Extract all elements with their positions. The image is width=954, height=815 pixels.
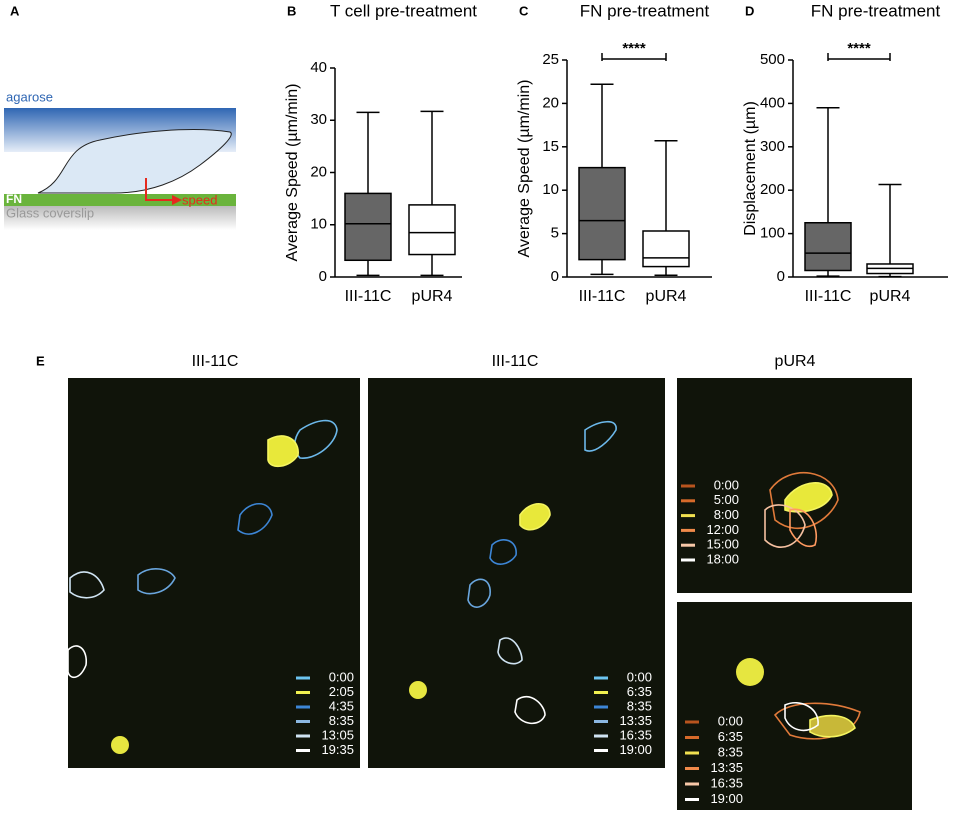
box	[804, 222, 852, 272]
y-tick-label: 10	[310, 216, 327, 233]
panel-label: A	[10, 3, 20, 18]
cell	[37, 129, 232, 194]
legend-label: 0:00	[627, 669, 652, 684]
speed-label: speed	[182, 192, 217, 207]
y-tick-label: 400	[760, 94, 785, 111]
legend-label: 19:35	[321, 742, 354, 757]
y-tick-label: 5	[551, 225, 559, 242]
y-axis-label: Displacement (µm)	[742, 101, 759, 236]
y-tick-label: 200	[760, 181, 785, 198]
legend-label: 4:35	[329, 698, 354, 713]
y-tick-label: 300	[760, 138, 785, 155]
legend-label: 8:35	[627, 698, 652, 713]
legend-label: 12:00	[706, 522, 739, 537]
significance-bracket	[601, 53, 667, 61]
agarose-label: agarose	[6, 89, 53, 104]
box	[578, 166, 626, 261]
x-tick-label: pUR4	[646, 288, 687, 305]
arrow	[145, 178, 172, 201]
legend-label: 0:00	[714, 477, 739, 492]
image-title: III-11C	[192, 353, 239, 370]
panel-a: A agarose FN speed Glass coverslip	[4, 3, 236, 230]
chart-title: FN pre-treatment	[580, 1, 710, 20]
legend-label: 0:00	[718, 713, 743, 728]
panel-label: B	[287, 3, 296, 18]
y-tick-label: 20	[542, 94, 559, 111]
legend-label: 19:00	[710, 791, 743, 806]
arrow-head	[172, 195, 182, 205]
x-tick-label: pUR4	[870, 288, 911, 305]
micrograph	[677, 378, 912, 593]
significance-label: ****	[847, 40, 871, 57]
micrograph	[368, 378, 665, 768]
significance-bracket	[827, 53, 891, 61]
panel-e: E III-11C III-11C pUR4	[36, 353, 912, 810]
glass-layer	[4, 206, 236, 230]
y-tick-label: 10	[542, 181, 559, 198]
fn-layer	[4, 194, 236, 206]
legend-label: 16:35	[619, 727, 652, 742]
legend-label: 2:05	[329, 684, 354, 699]
legend-label: 18:00	[706, 551, 739, 566]
legend-label: 13:35	[710, 760, 743, 775]
legend-label: 19:00	[619, 742, 652, 757]
y-tick-label: 40	[310, 59, 327, 76]
image-title: pUR4	[775, 353, 816, 370]
y-tick-label: 0	[551, 268, 559, 285]
x-tick-label: pUR4	[412, 288, 453, 305]
box	[642, 230, 690, 268]
panel-label: C	[519, 3, 529, 18]
box	[408, 204, 456, 256]
time-legends: 0:002:054:358:3513:0519:350:006:358:3513…	[296, 477, 743, 806]
panel-label: D	[745, 3, 754, 18]
legend-label: 13:05	[321, 727, 354, 742]
box	[344, 192, 392, 262]
cell-outlines	[67, 419, 861, 754]
y-tick-label: 20	[310, 163, 327, 180]
legend-label: 0:00	[329, 669, 354, 684]
panel-label: E	[36, 353, 45, 368]
legend-label: 16:35	[710, 775, 743, 790]
legend-label: 5:00	[714, 492, 739, 507]
micrograph	[68, 378, 360, 768]
y-tick-label: 15	[542, 138, 559, 155]
x-tick-label: III-11C	[579, 288, 626, 305]
chart-title: T cell pre-treatment	[330, 1, 477, 20]
y-axis-label: Average Speed (µm/min)	[284, 84, 301, 262]
y-tick-label: 25	[542, 51, 559, 68]
legend-label: 6:35	[718, 729, 743, 744]
legend-label: 13:35	[619, 713, 652, 728]
y-tick-label: 500	[760, 51, 785, 68]
legend-label: 15:00	[706, 537, 739, 552]
y-axis-label: Average Speed (µm/min)	[516, 80, 533, 258]
x-tick-label: III-11C	[805, 288, 852, 305]
y-tick-label: 30	[310, 111, 327, 128]
y-tick-label: 100	[760, 225, 785, 242]
legend-label: 8:00	[714, 507, 739, 522]
significance-label: ****	[622, 40, 646, 57]
fn-label: FN	[6, 192, 22, 206]
legend-label: 8:35	[329, 713, 354, 728]
y-tick-label: 0	[777, 268, 785, 285]
image-title: III-11C	[492, 353, 539, 370]
x-tick-label: III-11C	[345, 288, 392, 305]
legend-label: 6:35	[627, 684, 652, 699]
chart-title: FN pre-treatment	[811, 1, 941, 20]
legend-label: 8:35	[718, 744, 743, 759]
glass-label: Glass coverslip	[6, 205, 94, 220]
y-tick-label: 0	[319, 268, 327, 285]
